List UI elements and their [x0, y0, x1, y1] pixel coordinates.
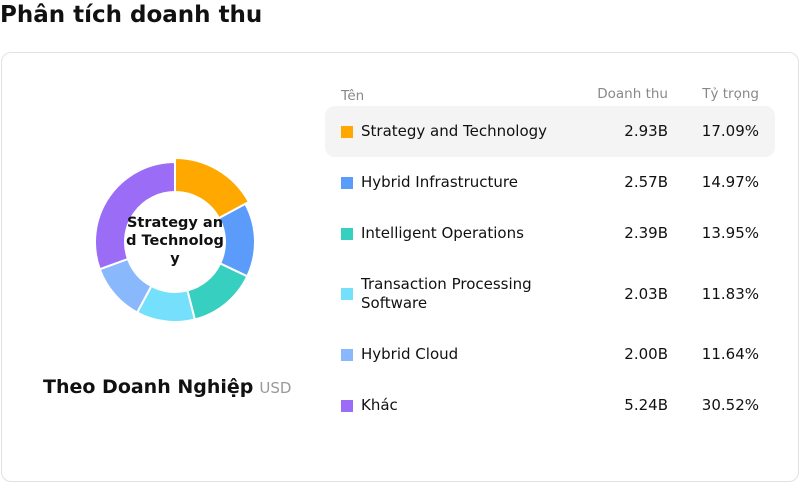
table-row[interactable]: Hybrid Cloud 2.00B 11.64% — [325, 329, 775, 380]
legend-swatch — [341, 227, 353, 240]
name-cell: Khác — [325, 396, 554, 415]
table-row[interactable]: Hybrid Infrastructure 2.57B 14.97% — [325, 157, 775, 208]
revenue-cell: 5.24B — [624, 396, 668, 414]
legend-swatch — [341, 288, 353, 300]
name-cell: Hybrid Infrastructure — [325, 173, 554, 192]
center-label: Strategy and Technology — [126, 215, 224, 267]
revenue-cell: 2.93B — [624, 122, 668, 140]
revenue-cell: 2.03B — [624, 284, 668, 303]
share-cell: 13.95% — [701, 224, 759, 242]
name-cell: Hybrid Cloud — [325, 345, 554, 364]
category-name: Strategy and Technology — [361, 122, 548, 140]
revenue-cell: 2.00B — [624, 345, 668, 363]
column-header: Tỷ trọng — [702, 86, 759, 102]
table-body: Strategy and Technology 2.93B 17.09% Hybrid… — [325, 106, 775, 431]
donut-slice — [186, 262, 249, 321]
column-header: Tên — [341, 88, 365, 104]
legend-table: Tên Doanh thu Tỷ trọng Strategy and Tech… — [325, 86, 775, 431]
legend-swatch — [341, 399, 353, 412]
name-cell: Intelligent Operations — [325, 224, 554, 243]
chart-caption: Theo Doanh Nghiệp USD — [43, 376, 291, 398]
share-cell: 17.09% — [701, 122, 759, 140]
page-title: Phân tích doanh thu — [0, 2, 263, 28]
column-header: Doanh thu — [597, 86, 668, 102]
legend-swatch — [341, 348, 353, 361]
legend-swatch — [341, 176, 353, 189]
name-cell: Transaction Processing Software — [325, 275, 554, 313]
share-cell: 11.64% — [701, 345, 759, 363]
share-cell: 30.52% — [701, 396, 759, 414]
table-row[interactable]: Transaction Processing Software 2.03B 11.8… — [325, 259, 775, 329]
table-header: Tên Doanh thu Tỷ trọng — [325, 86, 775, 106]
table-row[interactable]: Khác 5.24B 30.52% — [325, 380, 775, 431]
revenue-cell: 2.39B — [624, 224, 668, 242]
chart-title: Theo Doanh Nghiệp — [43, 376, 254, 398]
donut-chart — [94, 156, 256, 323]
name-cell: Strategy and Technology — [325, 122, 554, 141]
revenue-cell: 2.57B — [624, 173, 668, 191]
category-name: Intelligent Operations — [361, 224, 524, 242]
category-name: Hybrid Infrastructure — [361, 173, 518, 191]
legend-swatch — [341, 125, 353, 138]
category-name: Hybrid Cloud — [361, 345, 459, 363]
table-row[interactable]: Strategy and Technology 2.93B 17.09% — [325, 106, 775, 157]
unit: USD — [259, 379, 292, 397]
share-cell: 14.97% — [701, 173, 759, 191]
donut-slice — [94, 160, 176, 271]
category-name: Khác — [361, 396, 398, 414]
category-name: Transaction Processing Software — [361, 275, 532, 312]
table-row[interactable]: Intelligent Operations 2.39B 13.95% — [325, 208, 775, 259]
donut-slice — [174, 156, 251, 220]
share-cell: 11.83% — [701, 284, 759, 303]
